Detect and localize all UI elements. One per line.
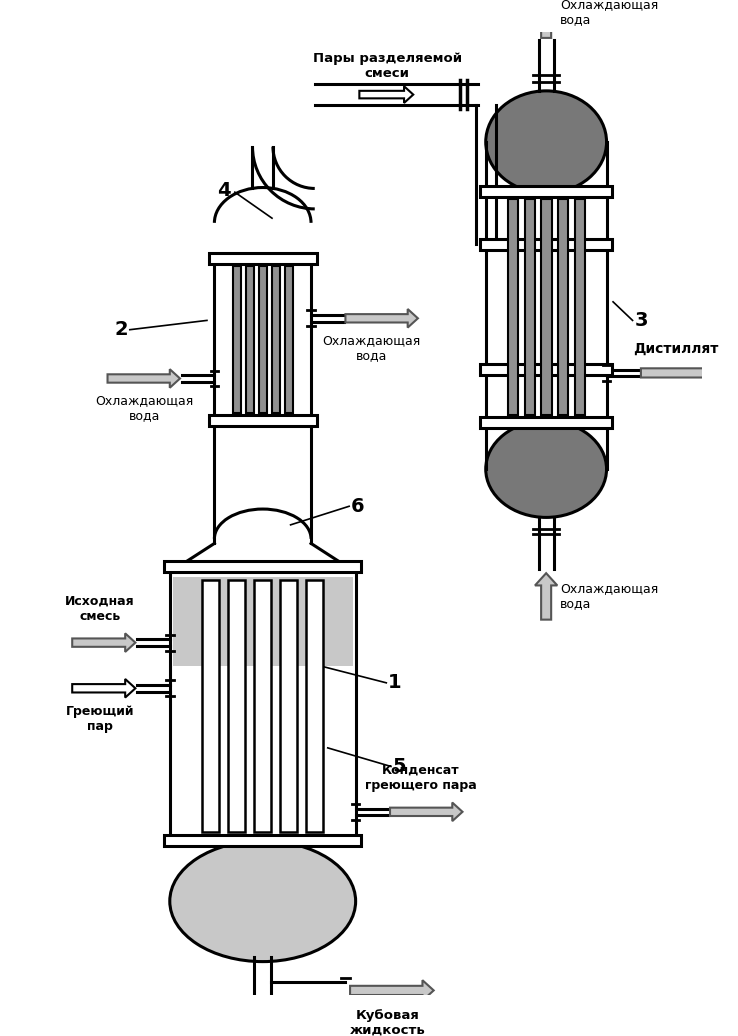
Bar bbox=[165, 835, 361, 846]
Text: Охлаждающая
вода: Охлаждающая вода bbox=[323, 334, 421, 362]
Bar bbox=[255, 982, 354, 999]
Bar bbox=[508, 199, 518, 415]
Bar bbox=[542, 199, 552, 415]
Bar bbox=[306, 580, 323, 832]
Polygon shape bbox=[390, 803, 463, 822]
Bar bbox=[475, 105, 496, 244]
Text: 3: 3 bbox=[635, 311, 648, 329]
Polygon shape bbox=[535, 573, 557, 620]
Text: 4: 4 bbox=[216, 181, 230, 200]
Bar bbox=[272, 265, 280, 413]
Text: 2: 2 bbox=[114, 320, 128, 339]
Polygon shape bbox=[359, 86, 413, 103]
Bar bbox=[209, 415, 317, 427]
Polygon shape bbox=[535, 0, 557, 38]
Text: Дистиллят: Дистиллят bbox=[633, 342, 719, 355]
Ellipse shape bbox=[486, 421, 607, 517]
Bar bbox=[575, 199, 585, 415]
Bar bbox=[202, 580, 219, 832]
Bar bbox=[480, 364, 612, 375]
Polygon shape bbox=[72, 633, 135, 652]
Bar bbox=[259, 265, 267, 413]
Text: Конденсат
греющего пара: Конденсат греющего пара bbox=[365, 764, 477, 792]
Bar bbox=[480, 238, 612, 250]
Bar bbox=[255, 580, 271, 832]
Bar bbox=[558, 199, 568, 415]
Text: Кубовая
жидкость: Кубовая жидкость bbox=[349, 1009, 425, 1036]
Bar bbox=[215, 423, 311, 544]
Ellipse shape bbox=[170, 841, 356, 961]
Polygon shape bbox=[108, 369, 180, 387]
Polygon shape bbox=[72, 679, 135, 697]
Polygon shape bbox=[350, 980, 434, 1001]
Bar bbox=[209, 253, 317, 264]
Bar bbox=[314, 84, 478, 105]
Bar bbox=[480, 185, 612, 197]
Polygon shape bbox=[345, 309, 418, 327]
Text: Исходная
смесь: Исходная смесь bbox=[65, 595, 135, 623]
Bar bbox=[525, 199, 535, 415]
Bar bbox=[173, 577, 353, 666]
Text: 5: 5 bbox=[393, 757, 407, 776]
Bar bbox=[280, 580, 297, 832]
Bar bbox=[165, 562, 361, 572]
Text: Охлаждающая
вода: Охлаждающая вода bbox=[560, 582, 658, 610]
Bar bbox=[233, 265, 241, 413]
Text: 6: 6 bbox=[351, 496, 365, 516]
Ellipse shape bbox=[486, 91, 607, 193]
Bar bbox=[228, 580, 245, 832]
Text: Охлаждающая
вода: Охлаждающая вода bbox=[95, 394, 194, 422]
Text: Греющий
пар: Греющий пар bbox=[66, 706, 134, 733]
Text: Охлаждающая
вода: Охлаждающая вода bbox=[560, 0, 658, 26]
Bar bbox=[480, 418, 612, 428]
Wedge shape bbox=[252, 147, 314, 209]
Text: Пары разделяемой
смеси: Пары разделяемой смеси bbox=[313, 52, 462, 80]
Bar bbox=[285, 265, 294, 413]
Text: 1: 1 bbox=[388, 673, 401, 692]
Bar bbox=[246, 265, 255, 413]
Polygon shape bbox=[641, 363, 718, 383]
